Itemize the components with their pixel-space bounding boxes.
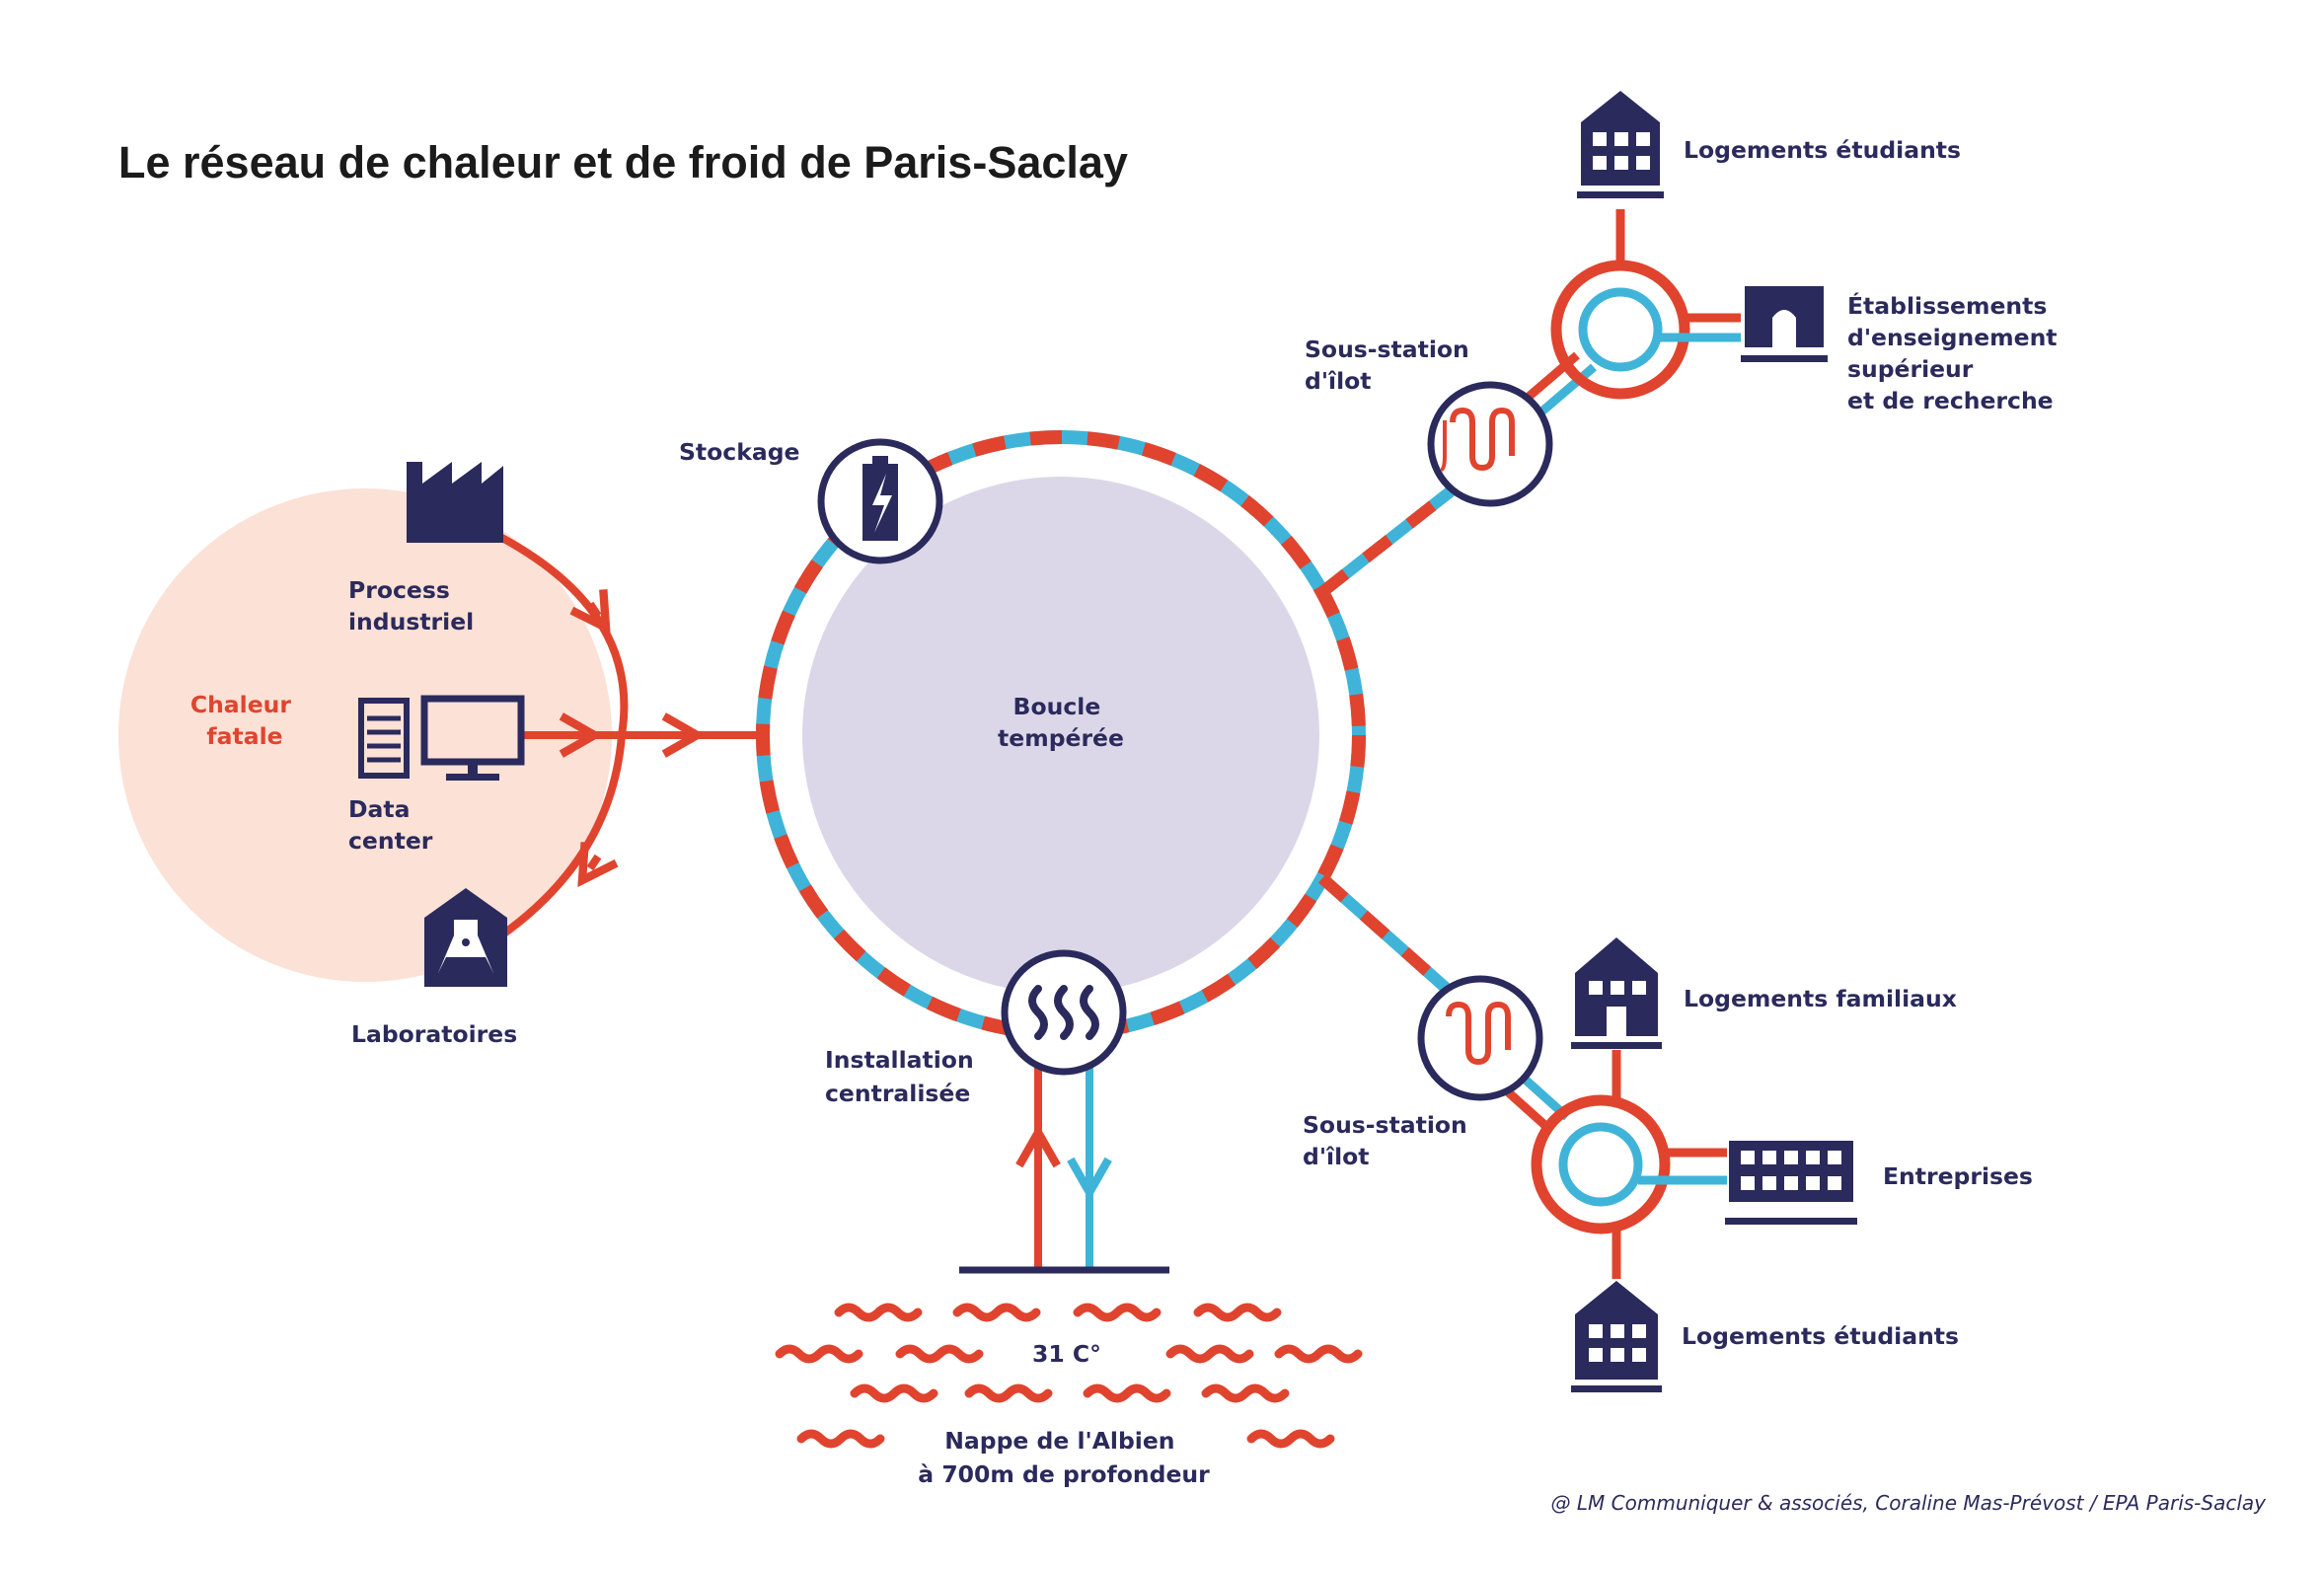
substation-top-cold-loop [1578,287,1663,372]
labs-label: Laboratoires [351,1020,517,1048]
installation-label: Installation centralisée [825,1046,982,1107]
house-icon [1571,937,1662,1049]
heat-exchanger-icon [1440,407,1515,472]
substation-bottom-hot-loop [1531,1094,1671,1234]
heat-exchanger-icon [1446,1001,1511,1066]
factory-icon [407,462,503,543]
datacenter-label: Data center [348,795,433,855]
consumer-companies: Entreprises [1883,1162,2033,1190]
building-icon [1571,1281,1662,1392]
waste-heat-label: Chaleur fatale [190,691,299,750]
branch-top-hot [1318,479,1464,597]
monitor-icon [420,695,525,781]
aquifer-label: Nappe de l'Albien à 700m de profondeur [918,1427,1210,1488]
consumer-family-housing: Logements familiaux [1684,985,1957,1012]
substation-bottom-node [1417,975,1543,1101]
aquifer-temperature: 31 C° [1032,1340,1101,1368]
aquifer-waves [775,1303,1363,1449]
server-icon [358,698,410,779]
page-title: Le réseau de chaleur et de froid de Pari… [118,137,1128,187]
credit-line: @ LM Communiquer & associés, Coraline Ma… [1551,1491,2268,1515]
heat-waves-icon [1028,985,1099,1040]
consumer-student-housing-top: Logements étudiants [1684,136,1961,164]
loop-core [802,477,1319,994]
storage-label: Stockage [679,438,799,466]
process-label: Process industriel [348,576,474,635]
branch-bottom-hot [1318,873,1451,994]
waste-heat-zone [118,488,612,982]
substation-top-label: Sous-station d'îlot [1305,336,1477,395]
substation-bottom-cold-loop [1558,1122,1643,1207]
battery-icon [862,456,898,541]
substation-bottom-label: Sous-station d'îlot [1303,1111,1475,1170]
arc-arrow-lower [577,842,619,888]
school-icon [1741,286,1828,362]
consumer-education: Établissements d'enseignement supérieur … [1847,292,2065,414]
office-icon [1725,1141,1857,1225]
loop-label: Boucle tempérée [998,693,1124,752]
arc-arrow-upper [569,589,611,635]
flask-icon [424,888,507,987]
building-icon [1577,91,1664,198]
consumer-student-housing-bottom: Logements étudiants [1682,1322,1959,1350]
substation-top-hot-loop [1550,260,1690,400]
